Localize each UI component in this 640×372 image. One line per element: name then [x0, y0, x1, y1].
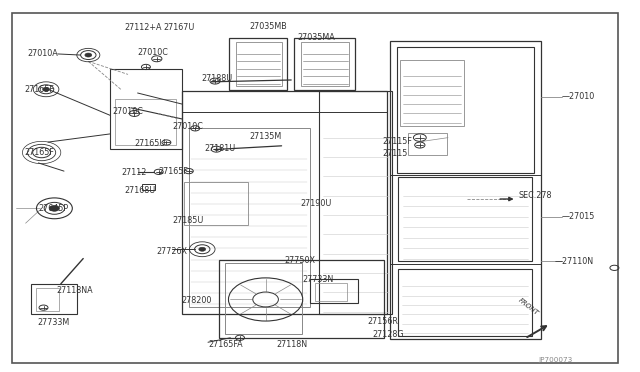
Text: 27188U: 27188U: [202, 74, 233, 83]
Bar: [219, 260, 384, 338]
Circle shape: [85, 53, 92, 57]
Text: —27015: —27015: [562, 212, 595, 221]
Bar: [315, 283, 347, 301]
Bar: [182, 91, 387, 112]
Bar: [229, 38, 287, 90]
Text: 27165U: 27165U: [134, 139, 166, 148]
Bar: [400, 60, 464, 126]
Text: 27165F: 27165F: [24, 85, 54, 94]
Bar: [236, 42, 282, 86]
Bar: [110, 69, 182, 149]
Text: 27165FA: 27165FA: [208, 340, 243, 349]
Text: 27733N: 27733N: [302, 275, 333, 284]
Bar: [397, 46, 534, 173]
Bar: [189, 128, 310, 307]
Text: 27118N: 27118N: [276, 340, 308, 349]
Text: 27156R: 27156R: [367, 317, 398, 326]
Bar: [310, 279, 358, 303]
Text: 27167U: 27167U: [163, 23, 195, 32]
Text: 27726X: 27726X: [157, 247, 188, 256]
Text: FRONT: FRONT: [517, 297, 540, 317]
Bar: [301, 42, 349, 86]
Bar: [142, 184, 155, 190]
Text: 27645P: 27645P: [38, 204, 68, 213]
Bar: [31, 284, 77, 314]
Text: SEC.278: SEC.278: [518, 191, 552, 200]
Bar: [184, 182, 248, 225]
Text: 27165F: 27165F: [24, 148, 54, 157]
Bar: [115, 99, 176, 145]
Text: 27112: 27112: [122, 169, 147, 177]
Text: 27750X: 27750X: [285, 256, 316, 265]
Bar: [398, 269, 532, 336]
Text: 27115F: 27115F: [383, 137, 413, 146]
Bar: [36, 288, 59, 311]
Text: 27115: 27115: [383, 149, 408, 158]
Text: 27190U: 27190U: [301, 199, 332, 208]
Circle shape: [49, 205, 60, 211]
Text: 27035MB: 27035MB: [250, 22, 287, 31]
Text: 27035MA: 27035MA: [298, 33, 335, 42]
Text: —27010: —27010: [562, 92, 595, 101]
Bar: [408, 133, 447, 155]
Text: 27010A: 27010A: [27, 49, 58, 58]
Text: 27181U: 27181U: [205, 144, 236, 153]
Text: —27110N: —27110N: [554, 257, 593, 266]
Bar: [225, 263, 302, 334]
Circle shape: [43, 87, 49, 91]
Bar: [182, 91, 387, 314]
Text: 27112+A: 27112+A: [125, 23, 163, 32]
Text: JP700073: JP700073: [538, 357, 573, 363]
Bar: [319, 91, 392, 314]
Text: 278200: 278200: [181, 296, 211, 305]
Text: 27135M: 27135M: [250, 132, 282, 141]
Text: 27168U: 27168U: [125, 186, 156, 195]
Text: 27010C: 27010C: [138, 48, 168, 57]
Bar: [398, 177, 532, 261]
Bar: [390, 41, 541, 339]
Text: 27010C: 27010C: [112, 107, 143, 116]
Bar: [294, 38, 355, 90]
Text: 27010C: 27010C: [173, 122, 204, 131]
Text: 27165F: 27165F: [159, 167, 189, 176]
Circle shape: [199, 247, 205, 251]
Text: 27185U: 27185U: [173, 216, 204, 225]
Text: 27128G: 27128G: [372, 330, 404, 339]
Text: 27118NA: 27118NA: [56, 286, 93, 295]
Text: 27733M: 27733M: [37, 318, 69, 327]
